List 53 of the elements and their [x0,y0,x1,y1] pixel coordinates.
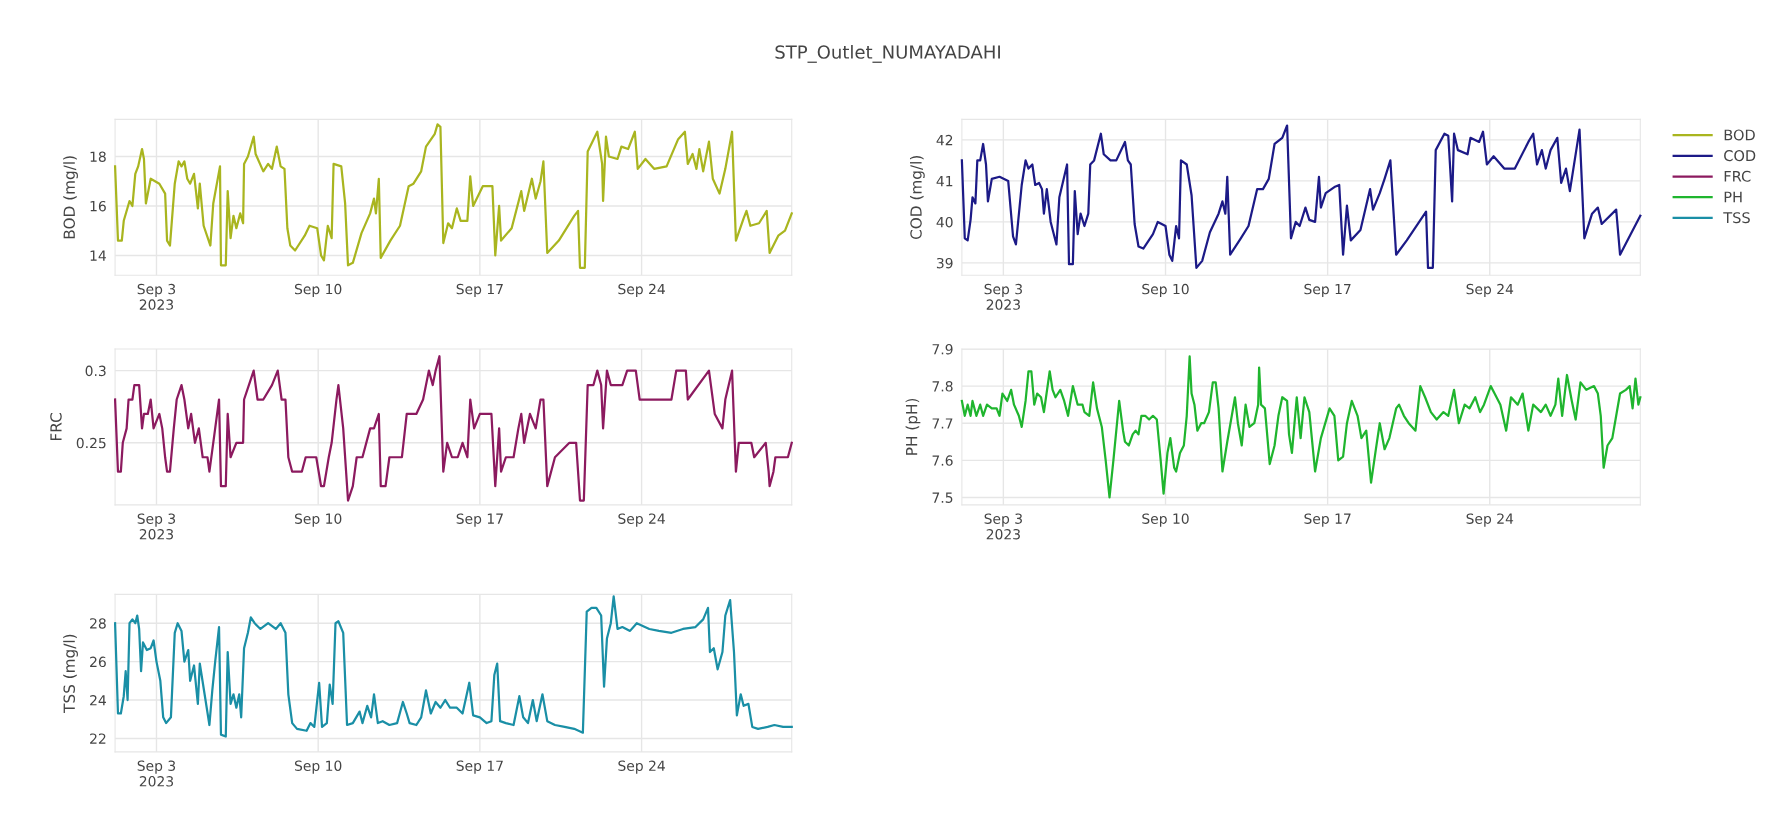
x-tick-label: Sep 3 2023 [137,513,176,540]
x-tick-label: Sep 17 [456,283,503,297]
line-series [960,124,1642,269]
legend-label: TSS [1723,212,1750,224]
legend-label: PH [1724,191,1742,203]
y-tick-label: 16 [90,200,106,212]
legend-label: BOD [1724,129,1755,141]
x-tick-label: Sep 24 [618,513,665,527]
y-tick-label: 39 [936,257,953,269]
y-tick-label: 40 [936,216,953,228]
x-tick-label: Sep 24 [1466,283,1514,297]
y-axis-title: TSS (mg/l) [63,634,78,713]
y-tick-label: 0.3 [85,365,106,377]
x-tick-label: Sep 24 [618,283,665,297]
y-tick-label: 41 [936,176,953,187]
line-series [113,123,793,269]
line-series [113,355,793,502]
y-tick-label: 42 [936,134,953,146]
x-tick-label: Sep 3 2023 [137,283,176,310]
y-axis-title: FRC [50,413,62,441]
legend-label: COD [1724,150,1756,162]
x-tick-label: Sep 17 [1304,513,1351,527]
y-tick-label: 7.7 [932,418,953,429]
x-tick-label: Sep 10 [294,760,342,774]
x-tick-label: Sep 17 [456,513,503,527]
y-tick-label: 18 [90,151,106,162]
legend-label: FRC [1724,170,1751,182]
text: STP_Outlet_NUMAYADAHI [775,44,1000,63]
y-axis-title: COD (mg/l) [909,156,925,240]
y-tick-label: 7.8 [932,381,953,392]
y-tick-label: 7.5 [932,492,953,503]
x-tick-label: Sep 3 2023 [984,283,1022,310]
y-tick-label: 14 [90,250,106,261]
x-tick-label: Sep 17 [1304,283,1351,297]
x-tick-label: Sep 10 [1142,283,1189,297]
y-tick-label: 26 [90,656,106,668]
x-tick-label: Sep 10 [294,513,342,527]
y-tick-label: 24 [90,695,106,706]
y-axis-title: BOD (mg/l) [63,156,78,239]
x-tick-label: Sep 24 [618,760,665,774]
y-tick-label: 7.6 [932,455,953,466]
x-tick-label: Sep 3 2023 [137,760,176,787]
y-tick-label: 22 [90,733,106,744]
x-tick-label: Sep 10 [1142,513,1189,527]
y-axis-title: PH (pH) [905,398,921,455]
line-series [960,355,1642,499]
x-tick-label: Sep 10 [294,283,342,297]
y-tick-label: 28 [90,618,106,629]
x-tick-label: Sep 17 [456,760,503,774]
y-tick-label: 7.9 [932,343,953,355]
y-tick-label: 0.25 [76,437,106,449]
x-tick-label: Sep 24 [1466,513,1514,527]
x-tick-label: Sep 3 2023 [984,513,1022,540]
